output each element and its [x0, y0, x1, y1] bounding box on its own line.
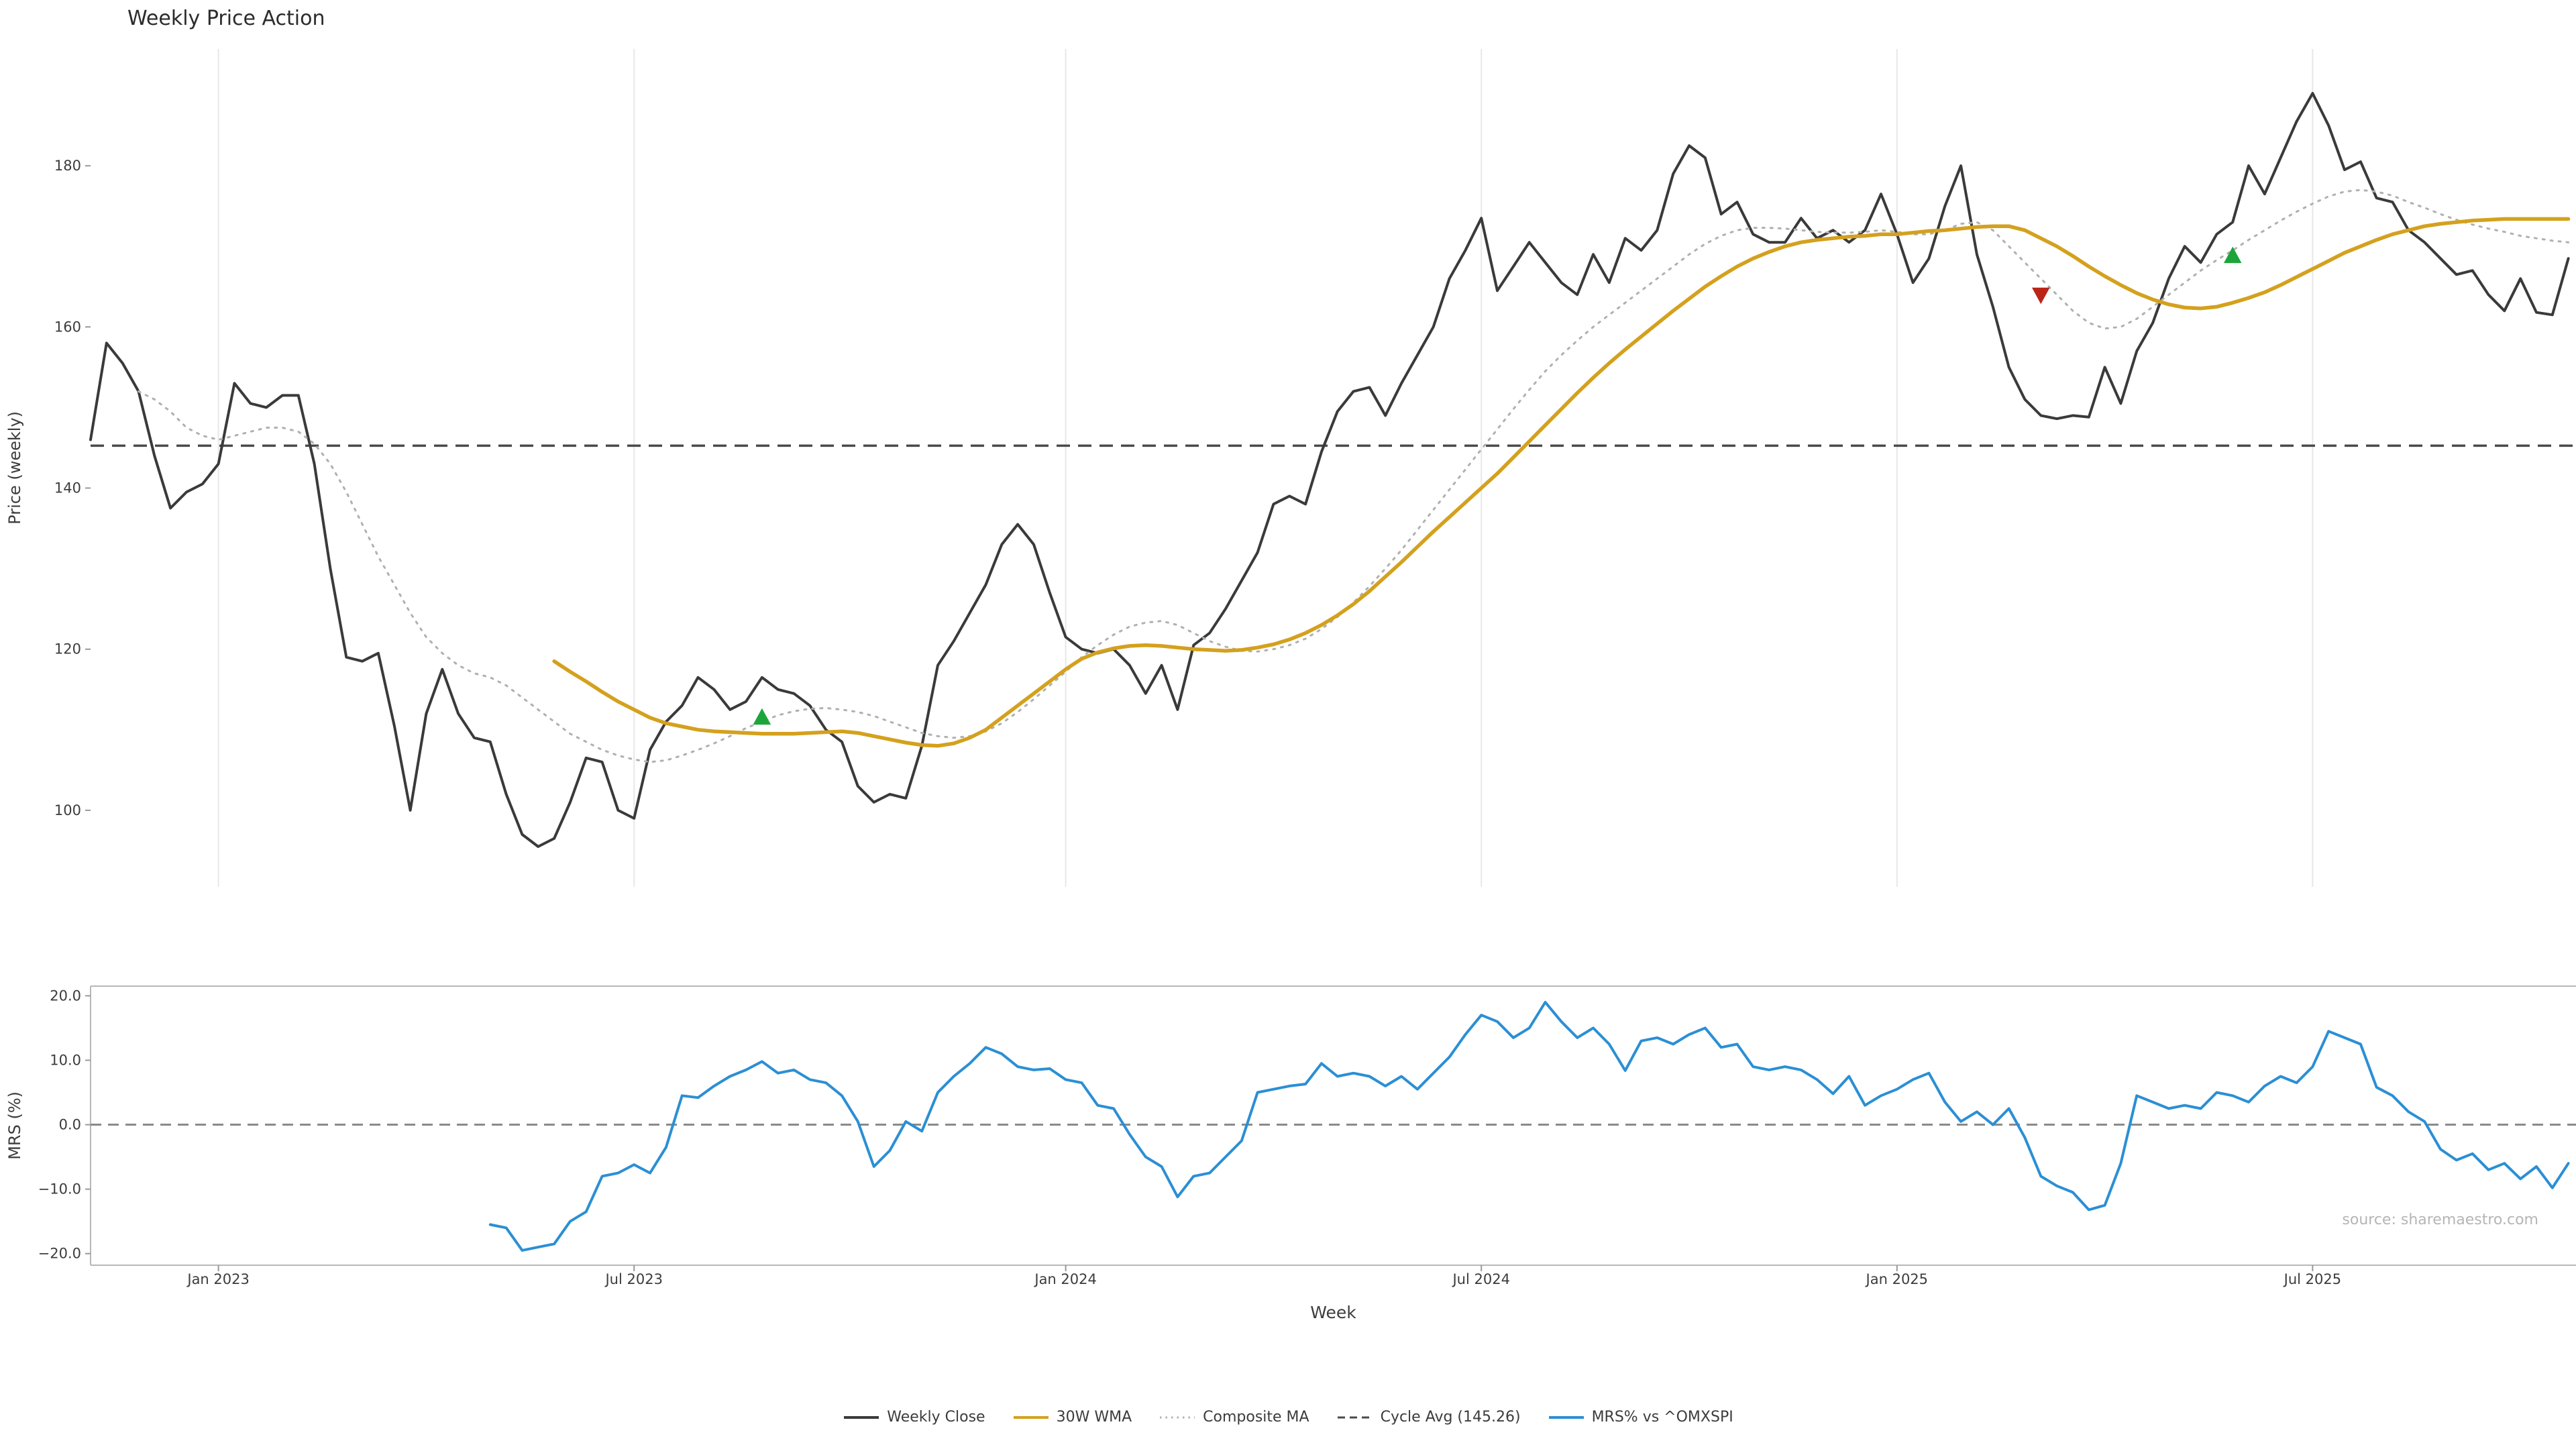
legend-item-30w-wma: 30W WMA	[1012, 1409, 1132, 1426]
price-tick-label: 100	[54, 802, 81, 818]
legend-label: Composite MA	[1203, 1409, 1309, 1426]
composite-ma-line	[138, 189, 2570, 763]
legend-item-cycle-avg-145-26-: Cycle Avg (145.26)	[1336, 1409, 1521, 1426]
mrs-tick-label: 0.0	[59, 1117, 81, 1133]
legend: Weekly Close 30W WMA Composite MA Cycle Avg…	[0, 1409, 2576, 1426]
legend-label: Cycle Avg (145.26)	[1380, 1409, 1521, 1426]
legend-label: 30W WMA	[1056, 1409, 1132, 1426]
legend-label: Weekly Close	[887, 1409, 985, 1426]
legend-swatch	[1013, 1415, 1049, 1419]
source-credit: source: sharemaestro.com	[2342, 1212, 2538, 1228]
x-tick-label: Jan 2023	[186, 1271, 250, 1287]
legend-swatch	[844, 1415, 879, 1419]
x-tick-label: Jan 2024	[1033, 1271, 1097, 1287]
week-axis-label: Week	[1310, 1303, 1356, 1322]
weekly-close-line	[89, 92, 2570, 848]
chart-title: Weekly Price Action	[127, 7, 325, 30]
mrs-tick-label: −10.0	[38, 1181, 81, 1197]
x-tick-label: Jul 2023	[604, 1271, 662, 1287]
legend-swatch	[1160, 1416, 1195, 1418]
buy-signal-marker	[753, 708, 771, 725]
x-tick-label: Jul 2025	[2283, 1271, 2341, 1287]
price-tick-label: 140	[54, 480, 81, 496]
mrs-tick-label: 10.0	[50, 1052, 81, 1068]
sell-signal-marker	[2031, 287, 2050, 305]
legend-swatch	[1548, 1415, 1584, 1419]
legend-label: MRS% vs ^OMXSPI	[1591, 1409, 1733, 1426]
buy-signal-marker	[2223, 246, 2242, 264]
price-tick-label: 120	[54, 641, 81, 657]
mrs-tick-label: 20.0	[50, 987, 81, 1004]
x-tick-label: Jul 2024	[1451, 1271, 1509, 1287]
legend-item-mrs-vs-omxspi: MRS% vs ^OMXSPI	[1548, 1409, 1733, 1426]
legend-item-weekly-close: Weekly Close	[843, 1409, 985, 1426]
30w-wma-line	[552, 217, 2571, 748]
x-tick-label: Jan 2025	[1865, 1271, 1929, 1287]
price-tick-label: 160	[54, 319, 81, 335]
legend-swatch	[1337, 1416, 1373, 1418]
price-tick-label: 180	[54, 158, 81, 174]
mrs-vs-omxspi-line	[488, 1001, 2570, 1252]
legend-item-composite-ma: Composite MA	[1159, 1409, 1309, 1426]
mrs-tick-label: −20.0	[38, 1246, 81, 1262]
